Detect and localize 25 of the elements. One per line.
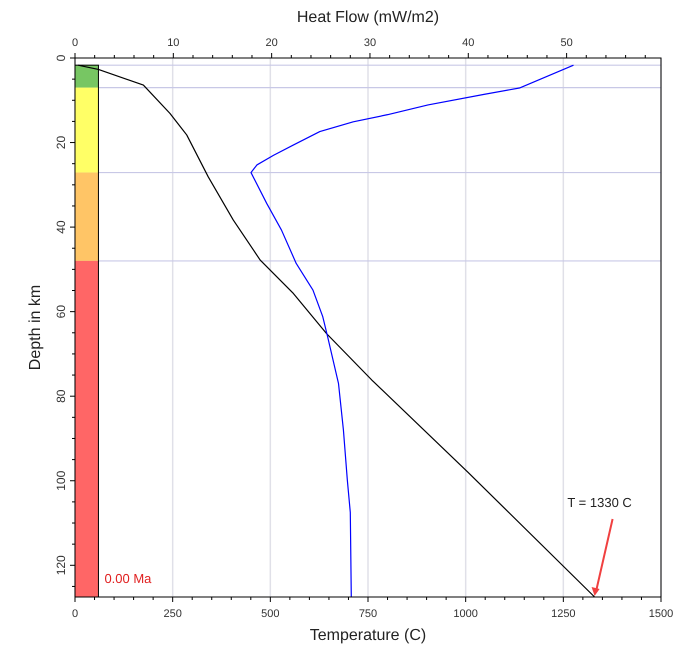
x2-tick-label: 0 bbox=[72, 37, 78, 49]
y-axis-title: Depth in km bbox=[27, 284, 44, 370]
x2-tick-label: 20 bbox=[266, 37, 278, 49]
x2-tick-label: 10 bbox=[167, 37, 180, 49]
x-tick-label: 500 bbox=[261, 608, 280, 620]
y-tick-label: 60 bbox=[54, 304, 68, 318]
x2-axis-title: Heat Flow (mW/m2) bbox=[296, 9, 440, 26]
y-tick-label: 40 bbox=[54, 220, 68, 234]
x-tick-label: 750 bbox=[358, 608, 378, 620]
x-tick-label: 1250 bbox=[551, 608, 576, 620]
y-tick-label: 80 bbox=[54, 389, 68, 403]
annotation: T = 1330 C bbox=[567, 495, 632, 510]
x-tick-label: 250 bbox=[163, 608, 182, 620]
x2-tick-label: 30 bbox=[364, 37, 376, 49]
x-tick-label: 1000 bbox=[453, 608, 478, 620]
x2-tick-label: 50 bbox=[560, 37, 573, 49]
y-tick-label: 20 bbox=[54, 136, 68, 150]
y-tick-label: 0 bbox=[54, 54, 68, 62]
y-tick-label: 100 bbox=[54, 470, 68, 491]
y-tick-label: 120 bbox=[54, 554, 68, 576]
annotation: 0.00 Ma bbox=[104, 571, 152, 586]
x-tick-label: 0 bbox=[72, 608, 78, 620]
x-axis-title: Temperature (C) bbox=[310, 627, 426, 644]
x2-tick-label: 40 bbox=[462, 37, 474, 49]
x-tick-label: 1500 bbox=[648, 608, 674, 620]
